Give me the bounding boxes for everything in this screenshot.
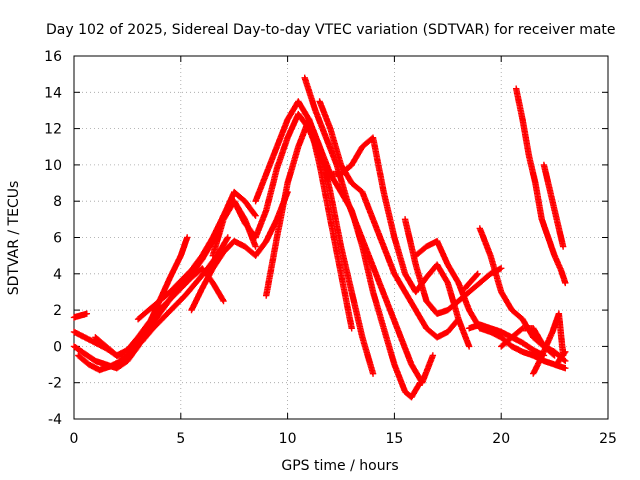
y-tick-label: 16 [44,49,62,65]
series-arc-4 [75,234,231,374]
data-point-marks [70,310,91,321]
series-arc-15 [401,216,505,317]
data-point-marks [530,310,567,377]
series-arc-13 [316,98,462,341]
series-arc-1 [70,310,91,321]
data-point-marks [412,237,569,372]
y-tick-label: 10 [44,158,62,174]
series-arc-23 [461,270,481,292]
series-arc-22 [530,310,567,377]
series-arc-11 [301,74,437,386]
data-point-marks [553,348,569,368]
series-arc-16 [412,237,569,372]
y-tick-label: 2 [53,303,62,319]
x-tick-label: 5 [176,431,185,447]
series-arc-5 [92,265,227,359]
data-marks [70,74,569,401]
grid-lines [74,56,608,419]
data-point-marks [75,234,231,374]
x-tick-label: 25 [599,431,617,447]
chart-title: Day 102 of 2025, Sidereal Day-to-day VTE… [46,22,616,38]
data-point-marks [461,270,481,292]
series-arc-20 [513,85,569,287]
x-tick-label: 20 [492,431,510,447]
y-tick-label: 14 [44,85,62,101]
x-axis-label: GPS time / hours [281,458,398,474]
x-tick-label: 10 [279,431,297,447]
y-tick-label: 12 [44,122,62,138]
series-arc-21 [540,161,567,250]
series-arc-24 [553,348,569,368]
y-tick-label: -2 [48,376,62,392]
y-tick-label: 0 [53,339,62,355]
data-point-marks [540,161,567,250]
y-tick-label: 4 [53,267,62,283]
y-tick-label: 6 [53,231,62,247]
y-tick-label: 8 [53,194,62,210]
series-arc-2 [70,188,259,361]
data-point-marks [92,265,227,359]
y-axis-label: SDTVAR / TECUs [6,181,22,296]
data-point-marks [301,74,437,386]
series-arc-12 [305,116,424,401]
data-point-marks [513,85,569,287]
tick-labels: 0 5 10 15 20 25 -4 -2 0 2 4 6 8 10 12 14 16 [44,49,617,447]
data-point-marks [316,98,462,341]
x-tick-label: 15 [385,431,403,447]
data-point-marks [305,116,424,401]
series-arc-19 [498,325,558,359]
x-tick-label: 0 [70,431,79,447]
y-tick-label: -4 [48,412,62,428]
axis-ticks [73,55,609,420]
data-point-marks [70,188,259,361]
data-point-marks [498,325,558,359]
data-point-marks [401,216,505,317]
